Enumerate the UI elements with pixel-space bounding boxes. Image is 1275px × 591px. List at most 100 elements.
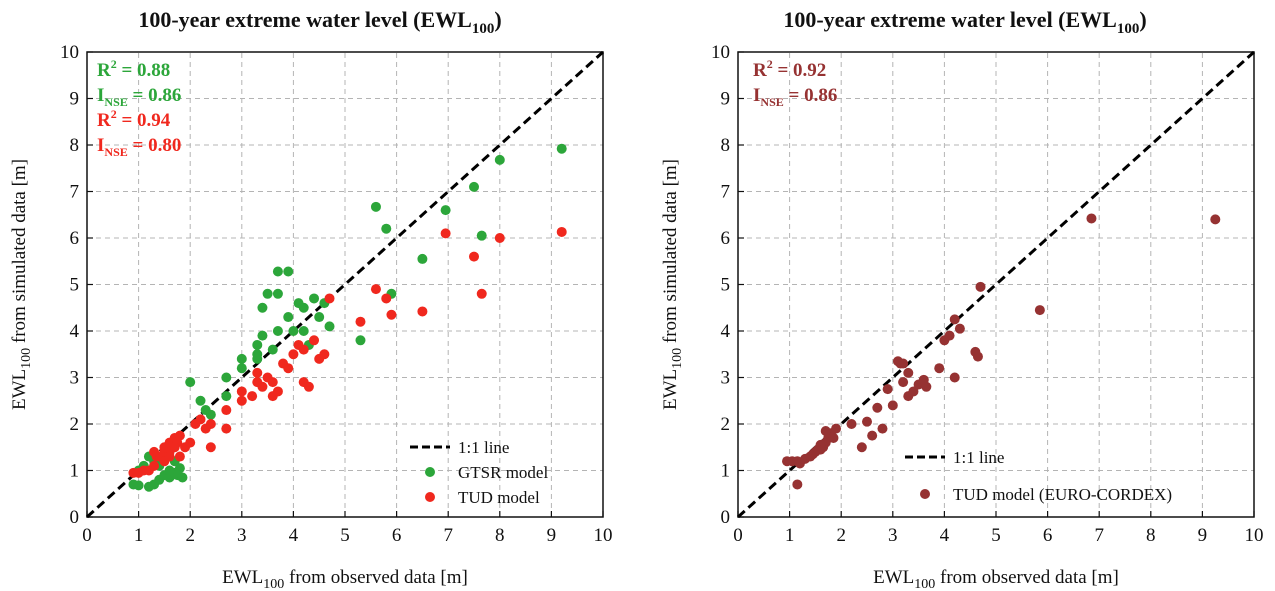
data-point [972,351,983,362]
data-point [185,437,196,448]
r2-stat: R2 = 0.94 [97,107,171,131]
data-point [921,381,932,392]
nse-stat: INSE = 0.86 [753,85,837,109]
data-point [262,288,273,299]
chart-title: 100-year extreme water level (EWL100) [138,7,501,37]
data-point [298,326,309,336]
data-point [887,400,898,411]
data-point [221,405,232,416]
nse-stat: INSE = 0.80 [97,135,181,159]
data-point [556,226,567,237]
data-point [309,293,320,304]
data-point [272,288,283,299]
x-tick-label: 6 [392,525,402,546]
y-tick-label: 0 [721,507,731,528]
data-point [247,391,258,402]
data-point [149,446,160,457]
data-point [164,465,175,476]
data-point [205,409,216,420]
data-point [1210,214,1221,225]
data-point [283,266,294,277]
data-point [185,377,196,388]
data-point [288,326,299,336]
x-tick-label: 1 [134,525,144,546]
data-point [149,460,160,471]
data-point [476,230,487,241]
data-point [272,326,283,336]
y-tick-label: 1 [70,461,80,482]
x-tick-label: 3 [237,525,247,546]
legend-label: 1:1 line [953,448,1004,467]
data-point [440,205,451,216]
x-tick-label: 1 [785,525,795,546]
data-point [867,430,878,441]
x-tick-label: 9 [547,525,557,546]
x-tick-label: 9 [1198,525,1208,546]
y-tick-label: 7 [70,182,80,203]
data-point [856,442,867,453]
data-point [975,281,986,292]
y-tick-label: 10 [60,42,79,63]
y-tick-label: 3 [721,368,731,389]
x-tick-label: 10 [594,525,613,546]
data-point [257,302,268,313]
x-tick-label: 7 [1094,525,1104,546]
data-point [257,330,268,341]
y-tick-label: 2 [70,414,80,435]
data-point [236,363,247,374]
data-point [494,154,505,165]
y-tick-label: 8 [70,135,80,156]
y-tick-label: 5 [70,275,80,296]
y-tick-label: 2 [721,414,731,435]
data-point [370,284,381,295]
data-point [872,402,883,413]
r2-stat: R2 = 0.88 [97,57,170,81]
y-tick-label: 4 [70,321,80,342]
data-point [164,451,175,462]
data-point [949,372,960,383]
x-tick-label: 4 [940,525,950,546]
data-point [133,480,144,491]
legend-label: TUD model [458,488,540,507]
data-point [476,288,487,299]
data-point [252,349,263,360]
legend-label: TUD model (EURO-CORDEX) [953,485,1172,504]
legend-label: 1:1 line [458,438,509,457]
data-point [272,266,283,277]
data-point [494,233,505,243]
y-axis-label: EWL100 from simulated data [m] [660,159,685,410]
r2-stat: R2 = 0.92 [753,57,826,81]
data-point [205,419,216,429]
data-point [877,423,888,434]
data-point [417,253,428,264]
data-point [846,419,857,429]
x-tick-label: 4 [289,525,299,546]
data-point [944,330,955,341]
x-tick-label: 2 [836,525,846,546]
data-point [177,472,188,483]
x-tick-label: 2 [185,525,195,546]
x-axis-label: EWL100 from observed data [m] [873,567,1119,591]
y-axis-label: EWL100 from simulated data [m] [9,159,34,410]
data-point [309,335,320,346]
data-point [1086,213,1097,224]
data-point [417,306,428,317]
data-point [195,395,206,406]
chart-panel-1: 00 1 1 2 2 3 3 4 4 5 5 6 6 7 7 8 8 9 9 10 10 100-year extreme… [9,7,613,591]
y-tick-label: 6 [70,228,80,249]
data-point [252,367,263,378]
data-point [828,432,839,443]
nse-stat: INSE = 0.86 [97,85,181,109]
x-tick-label: 7 [443,525,453,546]
data-point [174,430,185,441]
data-point [386,309,397,320]
data-point [820,425,831,436]
data-point [882,384,893,395]
chart-title: 100-year extreme water level (EWL100) [783,7,1146,37]
data-point [283,363,294,374]
legend-dot-swatch [425,492,435,502]
data-point [205,442,216,453]
data-point [221,423,232,434]
chart-panel-2: 00 1 1 2 2 3 3 4 4 5 5 6 6 7 7 8 8 9 9 10 10 100-year extreme… [660,7,1264,591]
